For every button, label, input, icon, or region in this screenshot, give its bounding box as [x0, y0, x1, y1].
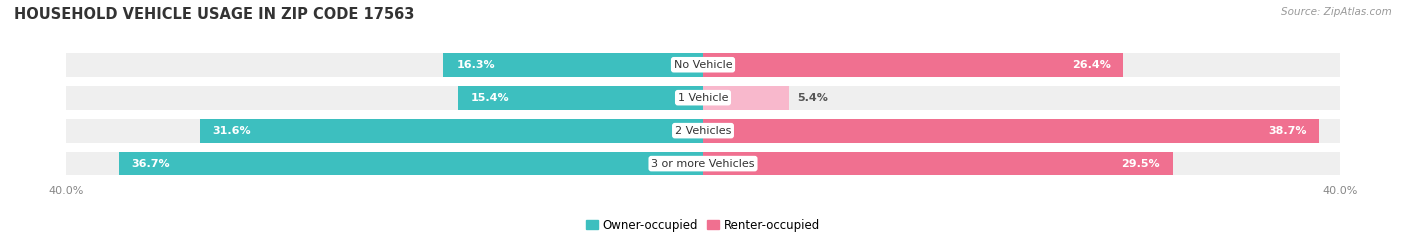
- Bar: [200, 119, 703, 143]
- Text: 15.4%: 15.4%: [471, 93, 509, 103]
- Text: 38.7%: 38.7%: [1268, 126, 1306, 136]
- Text: No Vehicle: No Vehicle: [673, 60, 733, 70]
- Text: 26.4%: 26.4%: [1071, 60, 1111, 70]
- Text: 31.6%: 31.6%: [212, 126, 252, 136]
- Bar: [458, 86, 703, 110]
- Bar: [703, 119, 1340, 143]
- Bar: [703, 152, 1173, 175]
- Text: Source: ZipAtlas.com: Source: ZipAtlas.com: [1281, 7, 1392, 17]
- Bar: [66, 152, 703, 175]
- Bar: [66, 53, 703, 77]
- Text: 16.3%: 16.3%: [456, 60, 495, 70]
- Text: 1 Vehicle: 1 Vehicle: [678, 93, 728, 103]
- Bar: [703, 86, 1340, 110]
- Text: 5.4%: 5.4%: [797, 93, 828, 103]
- Bar: [703, 152, 1340, 175]
- Bar: [703, 53, 1123, 77]
- Bar: [703, 53, 1340, 77]
- Bar: [703, 119, 1319, 143]
- Bar: [443, 53, 703, 77]
- Legend: Owner-occupied, Renter-occupied: Owner-occupied, Renter-occupied: [581, 214, 825, 233]
- Bar: [66, 119, 703, 143]
- Text: 29.5%: 29.5%: [1122, 159, 1160, 169]
- Text: 3 or more Vehicles: 3 or more Vehicles: [651, 159, 755, 169]
- Text: HOUSEHOLD VEHICLE USAGE IN ZIP CODE 17563: HOUSEHOLD VEHICLE USAGE IN ZIP CODE 1756…: [14, 7, 415, 22]
- Bar: [66, 86, 703, 110]
- Bar: [118, 152, 703, 175]
- Text: 2 Vehicles: 2 Vehicles: [675, 126, 731, 136]
- Bar: [703, 86, 789, 110]
- Text: 36.7%: 36.7%: [131, 159, 170, 169]
